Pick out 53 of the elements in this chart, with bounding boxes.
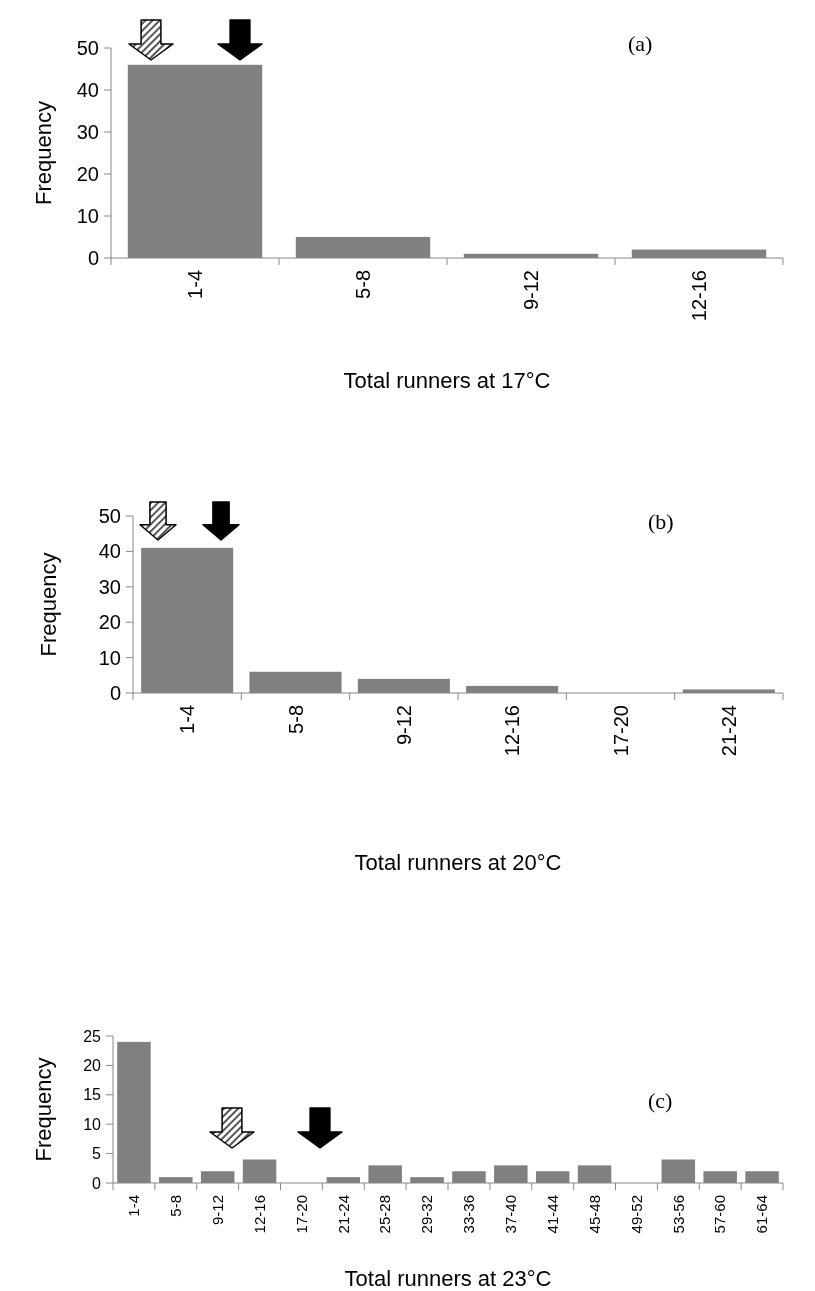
x-tick-label: 53-56 bbox=[669, 1195, 687, 1234]
x-axis-title: Total runners at 23°C bbox=[344, 1266, 552, 1291]
x-tick-label: 17-20 bbox=[292, 1195, 310, 1234]
x-tick-label: 5-8 bbox=[167, 1195, 185, 1217]
y-tick-label: 15 bbox=[83, 1086, 102, 1104]
annotation: (c) bbox=[648, 1088, 673, 1114]
x-tick-label: 37-40 bbox=[502, 1195, 520, 1234]
x-tick-label: 9-12 bbox=[208, 1195, 226, 1226]
y-tick-label: 40 bbox=[98, 540, 121, 563]
y-axis-title: Frequency bbox=[35, 552, 61, 657]
x-tick-label: 12-16 bbox=[501, 705, 524, 757]
y-tick-label: 50 bbox=[76, 37, 99, 59]
x-tick-label: 33-36 bbox=[460, 1195, 478, 1234]
x-tick-label: 29-32 bbox=[418, 1195, 436, 1234]
x-tick-label: 1-4 bbox=[184, 270, 206, 299]
x-tick-label: 5-8 bbox=[352, 270, 374, 299]
y-tick-label: 0 bbox=[92, 1174, 102, 1192]
x-tick-label: 1-4 bbox=[125, 1195, 143, 1217]
x-tick-label: 9-12 bbox=[520, 270, 542, 311]
y-tick-label: 50 bbox=[98, 505, 121, 527]
y-tick-label: 30 bbox=[76, 121, 99, 143]
y-tick-label: 10 bbox=[83, 1115, 102, 1133]
y-tick-label: 20 bbox=[98, 611, 121, 634]
x-tick-label: 45-48 bbox=[585, 1195, 603, 1234]
y-tick-label: 10 bbox=[76, 205, 99, 227]
x-tick-label: 12-16 bbox=[250, 1195, 268, 1234]
x-tick-label: 1-4 bbox=[176, 705, 199, 734]
x-tick-label: 21-24 bbox=[334, 1195, 352, 1234]
x-tick-label: 41-44 bbox=[543, 1195, 561, 1234]
y-tick-label: 30 bbox=[98, 575, 121, 598]
annotation: (b) bbox=[648, 509, 674, 535]
x-tick-label: 9-12 bbox=[392, 705, 415, 746]
y-tick-label: 0 bbox=[87, 247, 99, 269]
x-tick-label: 5-8 bbox=[284, 705, 307, 734]
y-tick-label: 0 bbox=[109, 682, 121, 704]
y-axis-title: Frequency bbox=[30, 1057, 56, 1162]
x-tick-label: 57-60 bbox=[711, 1195, 729, 1234]
x-tick-label: 21-24 bbox=[717, 705, 740, 757]
x-axis-title: Total runners at 17°C bbox=[343, 368, 551, 393]
x-tick-label: 17-20 bbox=[609, 705, 632, 757]
x-tick-label: 49-52 bbox=[627, 1195, 645, 1234]
y-tick-label: 20 bbox=[76, 163, 99, 185]
annotation: (a) bbox=[628, 31, 653, 57]
y-tick-label: 5 bbox=[92, 1145, 102, 1163]
x-axis-title: Total runners at 20°C bbox=[354, 850, 562, 875]
x-tick-label: 25-28 bbox=[376, 1195, 394, 1234]
y-axis-title: Frequency bbox=[30, 101, 56, 205]
y-tick-label: 20 bbox=[83, 1057, 102, 1074]
y-tick-label: 25 bbox=[83, 1027, 102, 1045]
y-tick-label: 40 bbox=[76, 79, 99, 101]
x-tick-label: 61-64 bbox=[753, 1195, 771, 1234]
x-tick-label: 12-16 bbox=[688, 270, 710, 322]
y-tick-label: 10 bbox=[98, 646, 121, 669]
